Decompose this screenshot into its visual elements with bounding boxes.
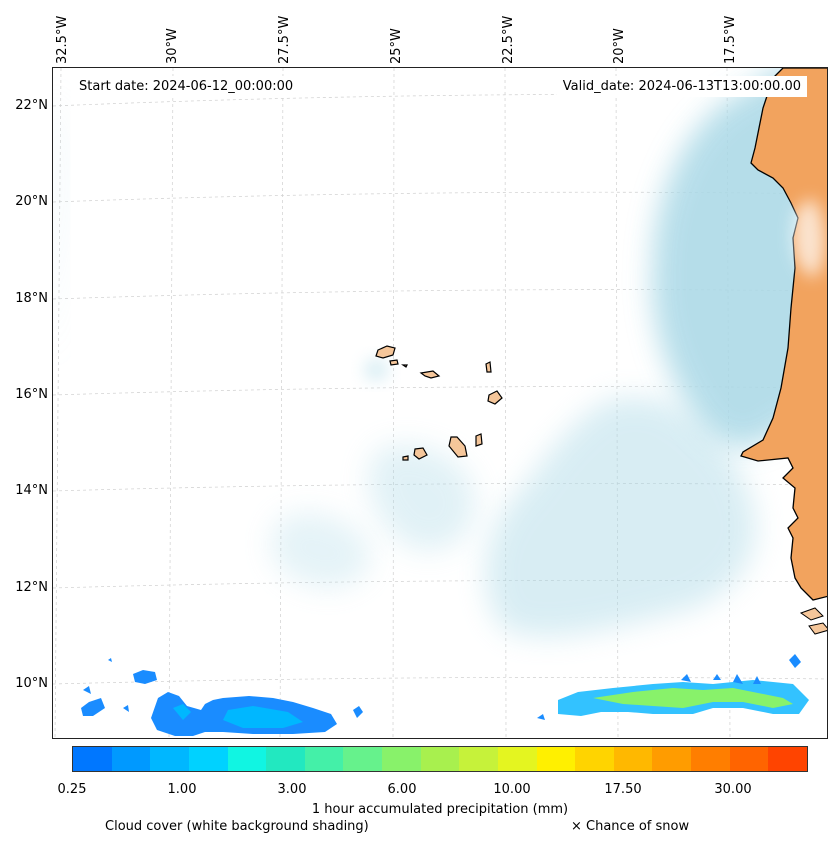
gridline-16n bbox=[53, 386, 827, 396]
colorbar-tick-30-00: 30.00 bbox=[714, 782, 752, 797]
colorbar-tick-10-00: 10.00 bbox=[493, 782, 531, 797]
colorbar-segment bbox=[497, 747, 537, 771]
island-sal bbox=[485, 361, 492, 373]
colorbar-tick-3-00: 3.00 bbox=[277, 782, 307, 797]
lon-label-25w: 25°W bbox=[389, 28, 404, 64]
colorbar-segment bbox=[304, 747, 344, 771]
colorbar-segment bbox=[652, 747, 691, 771]
cloud-cover-legend: Cloud cover (white background shading) bbox=[105, 819, 369, 834]
colorbar-segment bbox=[575, 747, 614, 771]
precip-core-east bbox=[593, 688, 793, 708]
colorbar-tick-17-50: 17.50 bbox=[604, 782, 642, 797]
lat-label-20n: 20°N bbox=[15, 194, 48, 209]
lon-label-27-5w: 27.5°W bbox=[277, 15, 292, 64]
gridline-14n bbox=[53, 483, 827, 492]
island-santiago bbox=[448, 436, 468, 458]
colorbar-segment bbox=[729, 747, 769, 771]
lon-label-30w: 30°W bbox=[165, 28, 180, 64]
gridline-22-5w bbox=[504, 68, 507, 738]
island-santo-antao bbox=[375, 345, 396, 359]
precipitation-colorbar bbox=[72, 746, 808, 772]
gridline-25w bbox=[392, 68, 395, 738]
gridline-32-5w bbox=[54, 68, 62, 738]
colorbar-segment bbox=[536, 747, 576, 771]
lat-label-10n: 10°N bbox=[15, 676, 48, 691]
precip-area-west bbox=[81, 670, 337, 736]
cloud-cover-shading bbox=[53, 68, 827, 637]
start-date-label: Start date: 2024-06-12_00:00:00 bbox=[73, 76, 300, 97]
lat-label-16n: 16°N bbox=[15, 387, 48, 402]
lat-label-14n: 14°N bbox=[15, 483, 48, 498]
colorbar-segment bbox=[73, 747, 112, 771]
cape-verde-islands bbox=[375, 345, 503, 461]
lon-label-17-5w: 17.5°W bbox=[723, 15, 738, 64]
lon-label-22-5w: 22.5°W bbox=[501, 15, 516, 64]
map-panel[interactable]: Start date: 2024-06-12_00:00:00 Valid_da… bbox=[52, 67, 828, 739]
valid-date-label: Valid_date: 2024-06-13T13:00:00.00 bbox=[556, 76, 807, 97]
lat-label-22n: 22°N bbox=[15, 98, 48, 113]
colorbar-segment bbox=[111, 747, 151, 771]
colorbar-label: 1 hour accumulated precipitation (mm) bbox=[311, 802, 569, 817]
colorbar-segment bbox=[613, 747, 653, 771]
gridline-10n bbox=[53, 676, 827, 685]
island-sao-nicolau bbox=[419, 370, 441, 379]
snow-legend: × Chance of snow bbox=[571, 819, 690, 834]
island-santa-luzia bbox=[401, 364, 408, 368]
colorbar-segment bbox=[227, 747, 267, 771]
island-brava bbox=[402, 455, 409, 461]
island-fogo bbox=[413, 447, 428, 460]
lat-label-12n: 12°N bbox=[15, 580, 48, 595]
mainland-coast bbox=[740, 68, 827, 601]
colorbar-tick-6-00: 6.00 bbox=[387, 782, 417, 797]
colorbar-segment bbox=[420, 747, 460, 771]
precipitation-areas bbox=[81, 654, 809, 736]
gridline-18n bbox=[53, 289, 827, 300]
colorbar-segment bbox=[459, 747, 498, 771]
colorbar-segment bbox=[266, 747, 305, 771]
colorbar-segment bbox=[382, 747, 421, 771]
gridline-20n bbox=[53, 191, 827, 203]
colorbar-segment bbox=[188, 747, 228, 771]
gridline-22n bbox=[53, 94, 827, 107]
colorbar-segment bbox=[691, 747, 730, 771]
bissagos-islands bbox=[799, 607, 827, 635]
colorbar-segment bbox=[343, 747, 382, 771]
gridline-27-5w bbox=[279, 68, 284, 738]
island-maio bbox=[475, 433, 483, 447]
colorbar-segment bbox=[768, 747, 807, 771]
map-canvas bbox=[53, 68, 827, 738]
lon-label-20w: 20°W bbox=[612, 28, 627, 64]
colorbar-tick-1-00: 1.00 bbox=[167, 782, 197, 797]
island-sao-vicente bbox=[389, 359, 399, 366]
colorbar-tick-0-25: 0.25 bbox=[57, 782, 87, 797]
gridline-12n bbox=[53, 580, 827, 589]
colorbar-segment bbox=[150, 747, 189, 771]
cloud-over-land bbox=[792, 198, 825, 278]
gridline-30w bbox=[168, 68, 174, 738]
island-boa-vista bbox=[487, 390, 503, 405]
lat-label-18n: 18°N bbox=[15, 291, 48, 306]
lon-label-32-5w: 32.5°W bbox=[55, 15, 70, 64]
precip-core-west bbox=[173, 704, 303, 728]
